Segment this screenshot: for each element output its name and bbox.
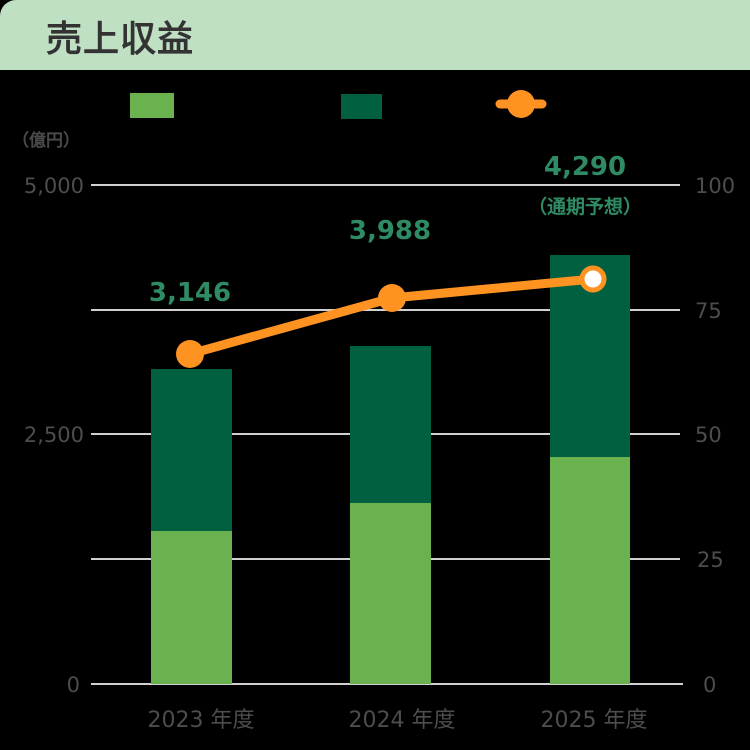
right-axis: 100 75 50 25 0 — [695, 174, 735, 697]
right-tick: 25 — [697, 548, 724, 572]
legend-swatch-lower — [130, 93, 174, 118]
left-tick: 0 — [67, 673, 80, 697]
line-point-forecast — [579, 265, 607, 293]
legend-line-marker-icon — [495, 90, 547, 118]
right-tick: 50 — [695, 423, 722, 447]
legend-swatch-upper — [341, 94, 382, 119]
value-label-2023: 3,146 — [149, 278, 231, 308]
left-axis: 5,000 2,500 0 — [24, 174, 84, 697]
chart-title: 売上収益 — [46, 19, 195, 60]
forecast-note: （通期予想） — [528, 195, 642, 218]
unit-label: （億円） — [12, 131, 80, 151]
bar-2024 — [350, 346, 431, 684]
value-label-2024: 3,988 — [349, 216, 431, 246]
line-series — [176, 265, 607, 368]
right-tick: 0 — [703, 673, 716, 697]
right-tick: 75 — [695, 299, 722, 323]
right-tick: 100 — [695, 174, 735, 198]
line-point — [378, 284, 406, 312]
value-label-2025: 4,290 — [544, 152, 626, 182]
x-label: 2024 年度 — [349, 708, 456, 733]
bar-2025 — [550, 255, 630, 684]
x-label: 2025 年度 — [541, 708, 648, 733]
chart-header: 売上収益 — [0, 0, 750, 70]
left-tick: 5,000 — [24, 174, 84, 198]
x-label: 2023 年度 — [148, 708, 255, 733]
line-point — [176, 340, 204, 368]
bar-2023 — [151, 369, 232, 684]
left-tick: 2,500 — [24, 423, 84, 447]
